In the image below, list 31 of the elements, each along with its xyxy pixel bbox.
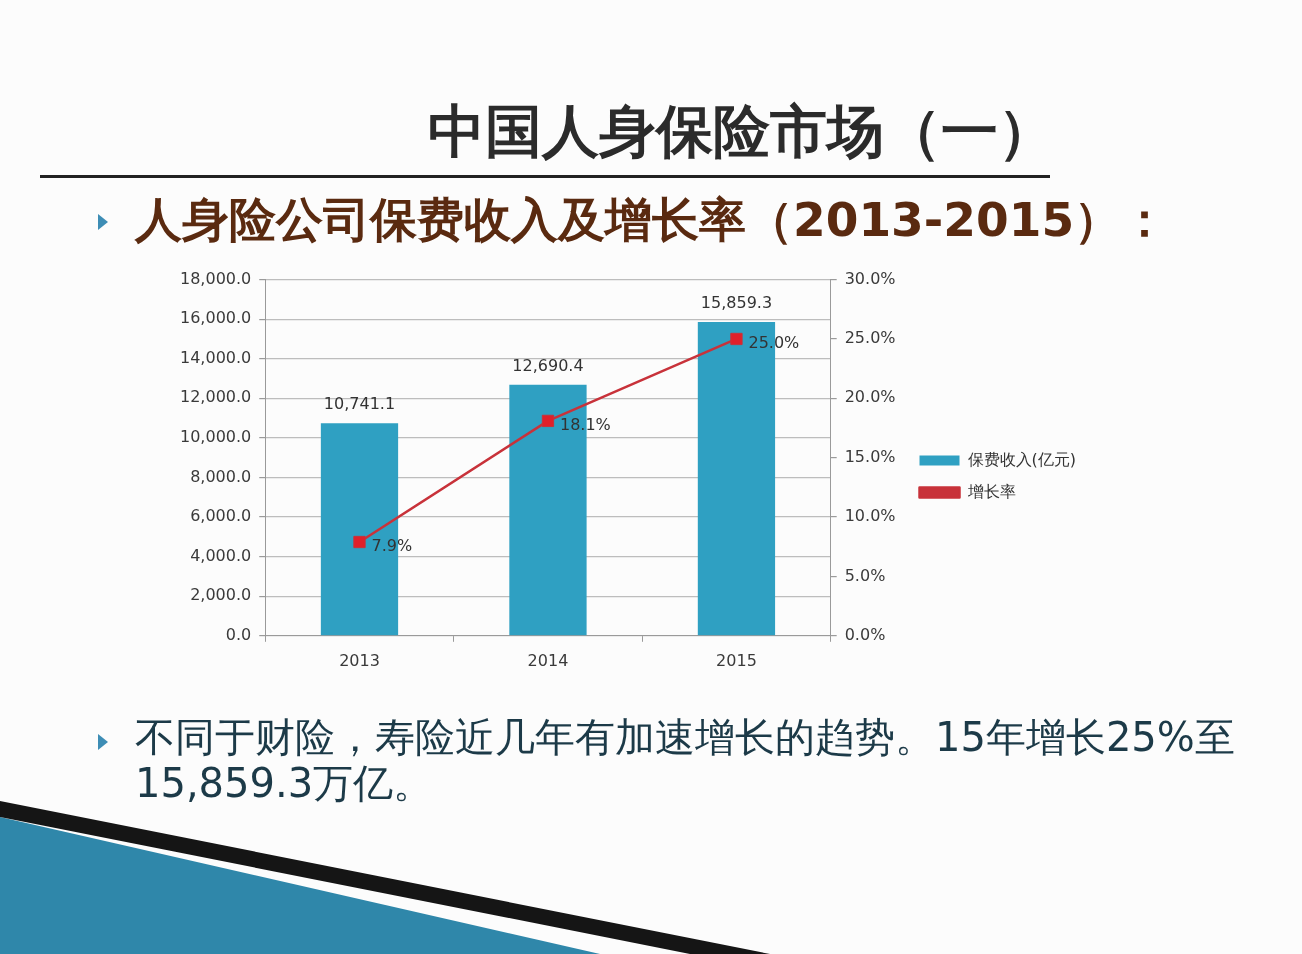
y-tick-label: 14,000.0: [180, 347, 252, 367]
y2-tick-label: 15.0%: [844, 446, 896, 466]
y-tick-label: 12,000.0: [180, 387, 252, 407]
legend-label: 增长率: [966, 481, 1016, 501]
chart-title: 中国人身保险市场（一）: [428, 98, 1055, 164]
data-label: 12,690.4: [512, 355, 584, 375]
y2-tick-label: 5.0%: [844, 565, 886, 585]
x-tick-label: 2014: [527, 650, 569, 670]
y-tick-label: 10,000.0: [180, 427, 252, 447]
chart-subtitle: 人身险公司保费收入及增长率（2013-2015）：: [135, 192, 1169, 248]
point: [353, 535, 366, 549]
y-tick-label: 18,000.0: [180, 268, 252, 288]
data-label: 15,859.3: [700, 293, 773, 313]
point: [730, 332, 743, 346]
y2-tick-label: 25.0%: [844, 328, 896, 348]
x-tick-label: 2013: [339, 650, 380, 670]
text: 不同于财险，寿险近几年有加速增长的趋势。15年增长25%至15,859.3万亿。: [135, 714, 1236, 806]
y2-tick-label: 10.0%: [844, 506, 896, 526]
x-tick-label: 2015: [716, 650, 757, 670]
point: [541, 414, 555, 428]
y2-tick-label: 20.0%: [844, 387, 896, 407]
y2-tick-label: 30.0%: [844, 268, 896, 288]
y2-tick-label: 0.0%: [844, 624, 886, 644]
y-tick-label: 4,000.0: [190, 545, 252, 565]
y-tick-label: 0.0: [225, 624, 252, 644]
data-label: 10,741.1: [323, 394, 396, 414]
y-tick-label: 6,000.0: [190, 506, 252, 526]
y-tick-label: 16,000.0: [180, 308, 252, 328]
legend-label: 保费收入(亿元): [967, 449, 1076, 469]
y-tick-label: 2,000.0: [190, 585, 252, 605]
y-tick-label: 8,000.0: [190, 466, 252, 486]
